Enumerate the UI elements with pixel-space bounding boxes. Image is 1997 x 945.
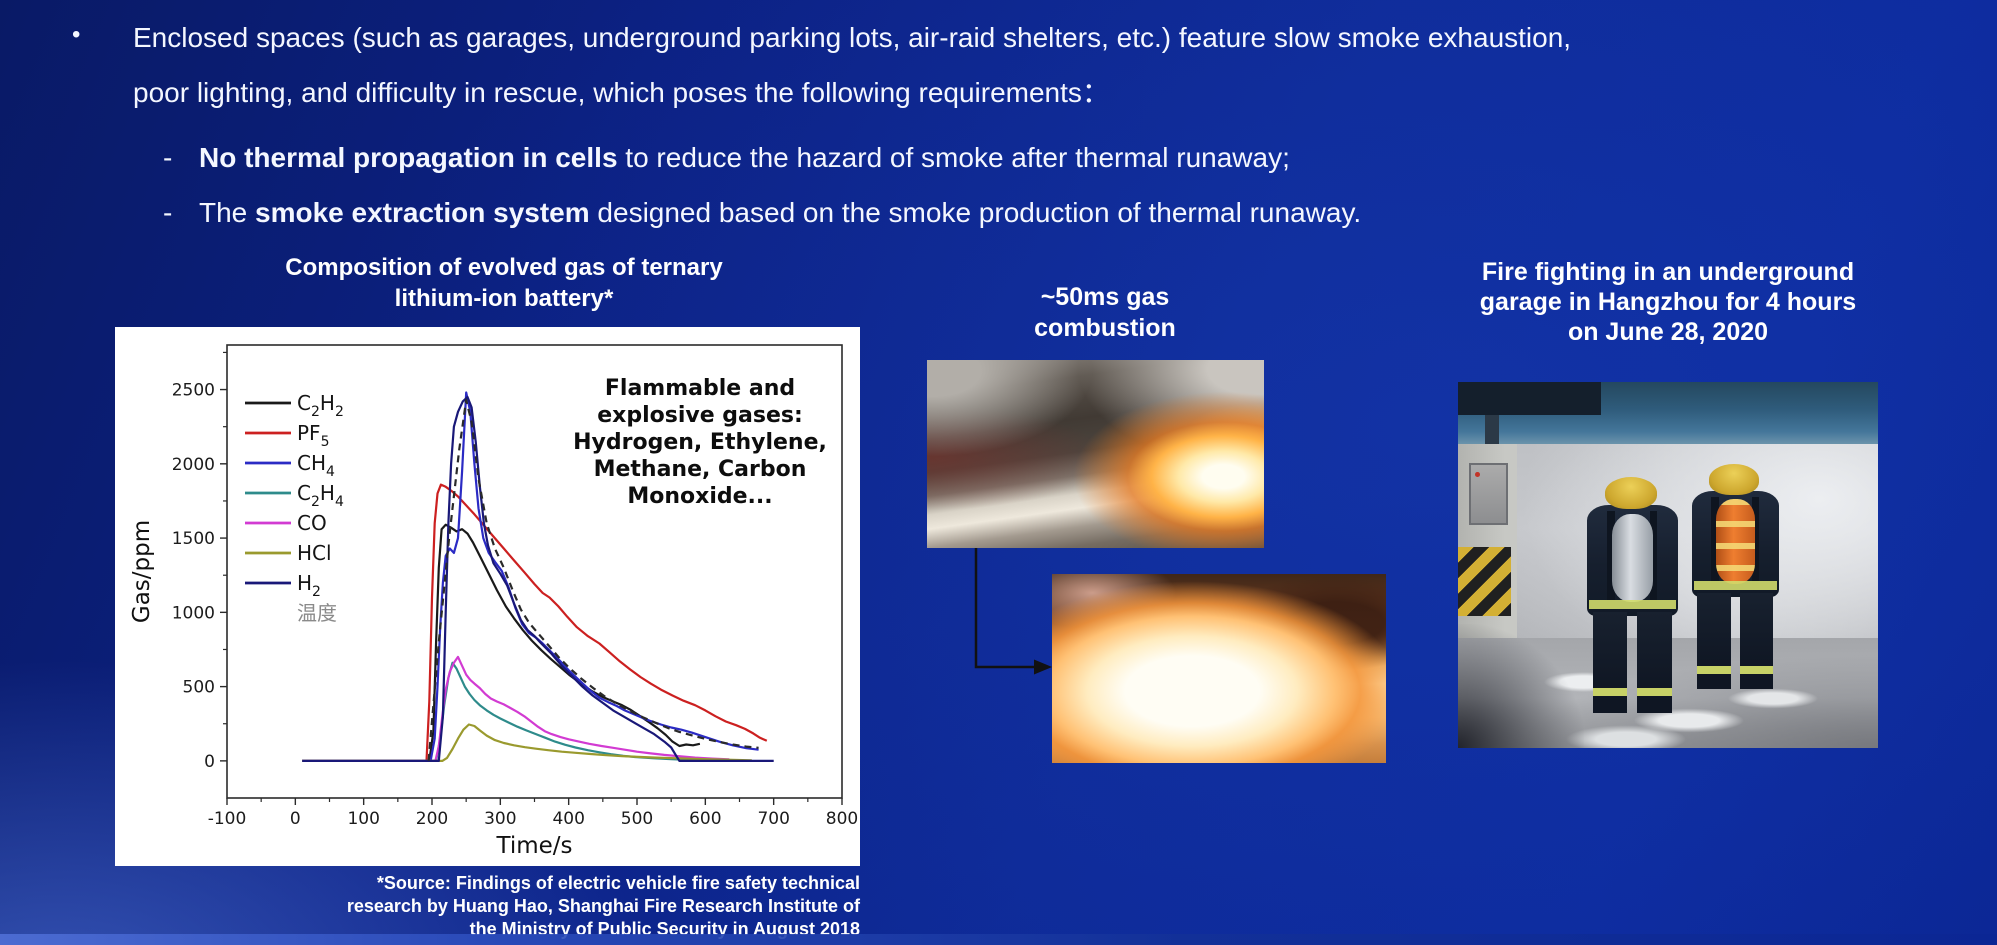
sub-bullet-2-text: The smoke extraction system designed bas… [199,197,1362,228]
firefighter-right [1689,464,1781,698]
bullet-line-2: poor lighting, and difficulty in rescue,… [133,77,1110,108]
helmet-icon [1605,477,1658,510]
scba-cylinder-silver [1612,513,1653,603]
legend-label-H2: H2 [297,571,321,600]
y-tick-label: 1000 [172,603,215,623]
chart-annotation-line: explosive gases: [597,403,803,428]
y-tick-label: 2000 [172,455,215,475]
chart-annotation-line: Monoxide... [627,484,772,509]
sub-bullet-1-text: No thermal propagation in cells to reduc… [199,142,1290,173]
firefighting-caption: Fire fighting in an underground garage in… [1479,258,1857,346]
sub-bullet-1: - No thermal propagation in cells to redu… [163,141,1290,175]
firefighter-left [1584,477,1681,722]
series-温度 [427,398,759,761]
electrical-box [1468,462,1508,525]
series-C2H2 [302,523,701,762]
chart-frame [226,344,843,799]
legend-label-温度: 温度 [297,601,337,625]
chart-annotation-line: Methane, Carbon [594,457,807,482]
corner-shadow [1458,623,1584,748]
series-HCl [302,723,752,762]
legend-label-C2H4: C2H4 [297,481,344,510]
x-tick-label: 200 [416,809,448,829]
x-tick-label: 500 [621,809,653,829]
y-axis-label: Gas/ppm [129,520,155,623]
legend-label-CH4: CH4 [297,451,335,480]
legend-label-HCl: HCl [297,541,332,565]
ceiling-pipes [1458,382,1601,415]
source-note: *Source: Findings of electric vehicle fi… [346,873,860,939]
x-tick-label: 800 [826,809,858,829]
scba-cylinder-orange [1715,499,1755,584]
sub-bullet-2: - The smoke extraction system designed ba… [163,196,1361,230]
helmet-icon [1709,464,1760,495]
gas-composition-chart: -100 0 100 200 300 400 500 600 700 800 0 500 1000 150… [115,327,860,866]
legend-label-C2H2: C2H2 [297,391,344,420]
combustion-caption: ~50ms gas combustion [1034,283,1176,342]
chart-annotation-line: Flammable and [605,376,795,401]
bullet-line-1: Enclosed spaces (such as garages, underg… [133,22,1572,53]
y-tick-label: 500 [183,678,215,698]
x-tick-label: 700 [757,809,789,829]
y-tick-label: 1500 [172,529,215,549]
series-H2 [302,395,774,762]
legend-label-CO: CO [297,511,327,535]
x-tick-label: 0 [290,809,301,829]
x-tick-label: -100 [208,809,247,829]
x-tick-label: 400 [552,809,584,829]
y-tick-label: 2500 [172,381,215,401]
combustion-image-2 [1052,574,1386,763]
dash-marker: - [163,142,173,173]
chart-title: Composition of evolved gas of ternary lit… [285,254,723,312]
firefighter-photo [1458,382,1878,748]
hazard-stripes [1458,546,1511,617]
legend-label-PF5: PF5 [297,421,330,450]
dash-marker: - [163,197,173,228]
series-CO [302,655,730,762]
footer-gradient-band [0,934,1997,945]
combustion-image-1 [927,360,1264,548]
x-tick-label: 100 [347,809,379,829]
x-tick-label: 300 [484,809,516,829]
arrow-connector [974,548,1052,675]
y-tick-label: 0 [204,752,215,772]
chart-annotation-line: Hydrogen, Ethylene, [573,430,827,455]
series-PF5 [302,483,768,762]
bullet-marker: • [72,21,81,48]
chart-canvas: -100 0 100 200 300 400 500 600 700 800 0 500 1000 150… [129,344,858,859]
x-tick-label: 600 [689,809,721,829]
x-axis-label: Time/s [495,833,572,859]
